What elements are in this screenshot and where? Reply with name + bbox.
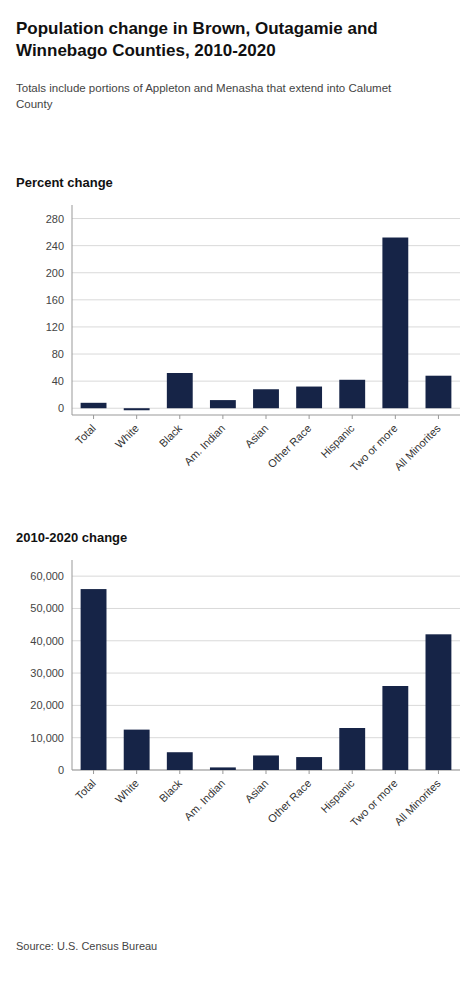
subtitle-line: Totals include portions of Appleton and … <box>16 82 392 94</box>
x-tick-label: Other Race <box>265 422 313 470</box>
bar <box>426 634 452 770</box>
bar <box>210 767 236 770</box>
bar <box>382 238 408 409</box>
bar <box>210 400 236 408</box>
x-tick-label: Hispanic <box>318 422 357 461</box>
x-tick-label: All Minorites <box>392 422 443 473</box>
x-tick <box>395 415 396 419</box>
x-tick <box>222 415 223 419</box>
y-tick-label: 240 <box>46 240 64 252</box>
chart-title: Percent change <box>16 175 113 190</box>
x-tick-label: Two or more <box>348 422 400 474</box>
x-tick <box>222 770 223 774</box>
page: Population change in Brown, Outagamie an… <box>0 0 474 992</box>
y-tick-label: 10,000 <box>30 732 64 744</box>
x-tick <box>309 415 310 419</box>
y-tick-label: 280 <box>46 213 64 225</box>
grid-line <box>72 673 460 674</box>
x-tick-label: Asian <box>242 422 270 450</box>
y-tick-label: 40,000 <box>30 635 64 647</box>
x-tick <box>438 770 439 774</box>
x-tick-label: Asian <box>242 777 270 805</box>
grid-line <box>72 218 460 219</box>
bars <box>81 238 452 411</box>
y-axis-line <box>72 560 73 770</box>
title: Population change in Brown, Outagamie an… <box>16 19 378 60</box>
x-tick <box>266 415 267 419</box>
y-tick-label: 200 <box>46 267 64 279</box>
x-tick-label: White <box>113 422 141 450</box>
chart-title: 2010-2020 change <box>16 530 127 545</box>
x-tick <box>352 415 353 419</box>
y-tick-label: 20,000 <box>30 699 64 711</box>
x-tick-label: All Minorites <box>392 777 443 828</box>
x-tick <box>438 415 439 419</box>
bar <box>124 730 150 770</box>
y-tick-label: 160 <box>46 294 64 306</box>
subtitle-line: County <box>16 98 53 110</box>
chart: 2010-2020 change 0 10,000 20,000 30,000 40,00… <box>16 530 460 829</box>
x-tick <box>93 770 94 774</box>
subtitle: Totals include portions of Appleton and … <box>16 82 392 110</box>
x-tick <box>352 770 353 774</box>
bar <box>339 380 365 408</box>
x-tick-label: Hispanic <box>318 777 357 816</box>
y-tick-label: 120 <box>46 321 64 333</box>
x-tick-label: Am. Indian <box>182 777 228 823</box>
y-tick-label: 30,000 <box>30 667 64 679</box>
y-tick-label: 0 <box>58 402 64 414</box>
bar <box>81 589 107 770</box>
x-tick-label: Black <box>157 777 185 805</box>
bar <box>81 403 107 408</box>
bar <box>167 752 193 770</box>
bar <box>296 757 322 770</box>
title-line: Winnebago Counties, 2010-2020 <box>16 41 276 60</box>
x-tick <box>179 770 180 774</box>
x-tick-label: Total <box>73 777 98 802</box>
y-tick-label: 40 <box>52 375 64 387</box>
bar <box>253 389 279 408</box>
x-tick <box>136 415 137 419</box>
y-tick-label: 80 <box>52 348 64 360</box>
x-tick-label: Black <box>157 422 185 450</box>
bars <box>81 589 452 770</box>
x-tick <box>395 770 396 774</box>
x-tick-label: Total <box>73 422 98 447</box>
x-tick-label: Am. Indian <box>182 422 228 468</box>
x-tick-label: Other Race <box>265 777 313 825</box>
grid-line <box>72 640 460 641</box>
x-tick <box>136 770 137 774</box>
bar <box>339 728 365 770</box>
grid-line <box>72 608 460 609</box>
x-tick-label: White <box>113 777 141 805</box>
y-axis-line <box>72 205 73 415</box>
x-tick <box>309 770 310 774</box>
x-tick <box>179 415 180 419</box>
source: Source: U.S. Census Bureau <box>16 940 157 952</box>
bar <box>382 686 408 770</box>
bar <box>253 755 279 770</box>
x-tick <box>266 770 267 774</box>
y-tick-label: 60,000 <box>30 570 64 582</box>
x-tick-label: Two or more <box>348 777 400 829</box>
title-line: Population change in Brown, Outagamie an… <box>16 19 378 38</box>
y-tick-label: 50,000 <box>30 602 64 614</box>
bar <box>124 408 150 410</box>
chart: Percent change 0 40 80 120 160 200 240 280 Total W… <box>16 175 460 474</box>
x-tick <box>93 415 94 419</box>
bar <box>296 387 322 409</box>
grid-line <box>72 576 460 577</box>
bar <box>426 376 452 409</box>
bar <box>167 373 193 408</box>
y-tick-label: 0 <box>58 764 64 776</box>
